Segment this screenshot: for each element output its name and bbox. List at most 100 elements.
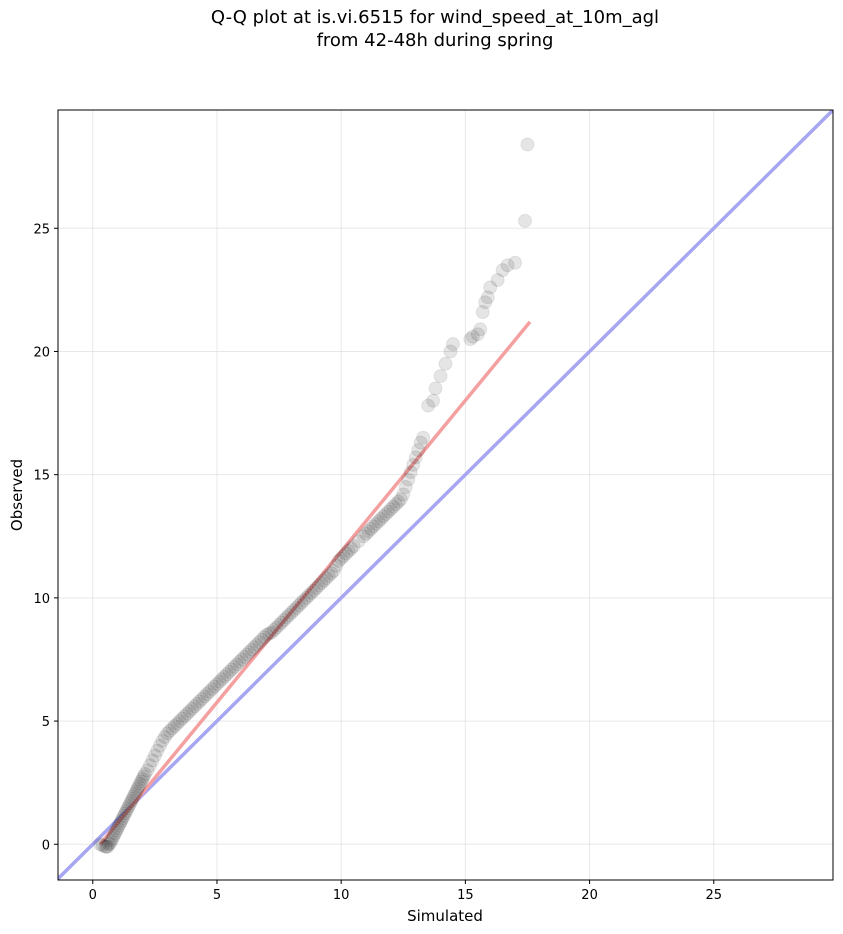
data-point bbox=[95, 838, 110, 853]
chart-title-line-2: from 42-48h during spring bbox=[316, 30, 554, 51]
data-point bbox=[247, 640, 262, 655]
data-point bbox=[119, 804, 134, 819]
data-point bbox=[359, 526, 374, 541]
data-point bbox=[329, 558, 344, 573]
data-point bbox=[314, 576, 329, 591]
data-point bbox=[100, 839, 115, 854]
data-point bbox=[361, 524, 376, 539]
data-point bbox=[376, 509, 391, 524]
data-point bbox=[104, 833, 119, 848]
data-point bbox=[136, 769, 151, 784]
data-point bbox=[214, 672, 229, 687]
data-point bbox=[470, 327, 485, 342]
data-point bbox=[200, 686, 215, 701]
y-tick-label: 15 bbox=[33, 469, 50, 484]
data-point bbox=[299, 590, 314, 605]
data-point bbox=[304, 585, 319, 600]
data-point bbox=[406, 457, 421, 472]
data-point bbox=[289, 600, 304, 615]
data-point bbox=[120, 801, 135, 816]
data-point bbox=[254, 632, 269, 647]
data-point bbox=[277, 613, 292, 628]
data-point bbox=[147, 748, 162, 763]
data-point bbox=[269, 620, 284, 635]
data-point bbox=[167, 719, 182, 733]
data-point bbox=[111, 818, 126, 833]
data-point bbox=[336, 548, 351, 563]
data-point bbox=[465, 329, 480, 344]
data-point bbox=[172, 714, 187, 729]
data-point bbox=[398, 479, 413, 494]
data-point bbox=[140, 763, 155, 778]
data-point bbox=[150, 743, 165, 758]
data-point bbox=[109, 823, 124, 838]
data-point bbox=[259, 627, 274, 642]
data-point bbox=[316, 573, 331, 588]
data-point bbox=[145, 753, 160, 768]
data-point bbox=[121, 799, 136, 814]
data-point bbox=[137, 767, 152, 782]
data-point bbox=[209, 677, 224, 692]
plot-frame bbox=[57, 109, 834, 881]
data-point bbox=[346, 539, 361, 554]
chart-title: Q-Q plot at is.vi.6515 for wind_speed_at… bbox=[0, 6, 843, 52]
data-point bbox=[403, 465, 418, 480]
data-point bbox=[105, 831, 120, 846]
data-point bbox=[180, 706, 195, 721]
x-axis-label: Simulated bbox=[407, 907, 483, 925]
data-point bbox=[249, 637, 264, 652]
data-point bbox=[142, 758, 157, 773]
data-point bbox=[98, 839, 113, 854]
data-point bbox=[344, 541, 359, 556]
data-point bbox=[237, 650, 252, 665]
data-point bbox=[108, 826, 123, 841]
data-point bbox=[157, 730, 172, 745]
data-point bbox=[411, 443, 426, 458]
data-point bbox=[351, 534, 366, 549]
data-point bbox=[517, 213, 532, 228]
chart-title-line-1: Q-Q plot at is.vi.6515 for wind_speed_at… bbox=[210, 7, 660, 28]
data-point bbox=[195, 691, 210, 706]
data-point bbox=[116, 808, 131, 823]
data-point bbox=[371, 514, 386, 529]
data-point bbox=[126, 789, 141, 804]
data-point bbox=[177, 709, 192, 724]
data-point bbox=[110, 821, 125, 836]
y-tick-label: 20 bbox=[33, 345, 50, 360]
data-point bbox=[123, 796, 138, 811]
data-point bbox=[130, 781, 145, 796]
data-point bbox=[331, 553, 346, 568]
data-point bbox=[490, 273, 505, 288]
identity-line bbox=[58, 110, 833, 880]
data-point bbox=[129, 784, 144, 799]
data-point bbox=[373, 512, 388, 527]
data-point bbox=[232, 654, 247, 669]
data-point bbox=[339, 546, 354, 561]
data-point bbox=[155, 733, 170, 748]
data-point bbox=[383, 502, 398, 517]
x-tick-label: 20 bbox=[581, 888, 598, 903]
data-point bbox=[319, 571, 334, 586]
data-point bbox=[262, 626, 277, 641]
y-tick-label: 5 bbox=[42, 715, 50, 730]
data-point bbox=[187, 699, 202, 714]
data-point bbox=[475, 305, 490, 320]
data-point bbox=[257, 630, 272, 645]
grid-lines bbox=[58, 110, 833, 880]
fit-line bbox=[98, 320, 532, 846]
data-point bbox=[388, 497, 403, 512]
data-point bbox=[426, 393, 441, 408]
data-point bbox=[160, 726, 175, 741]
data-point bbox=[311, 578, 326, 593]
data-point bbox=[185, 701, 200, 716]
data-point bbox=[272, 617, 287, 632]
data-point bbox=[99, 839, 114, 854]
data-point bbox=[197, 689, 212, 704]
data-point bbox=[324, 566, 339, 581]
x-tick-label: 0 bbox=[89, 888, 97, 903]
data-point bbox=[301, 588, 316, 603]
data-point bbox=[274, 615, 289, 630]
x-tick-label: 10 bbox=[333, 888, 350, 903]
data-point bbox=[428, 381, 443, 396]
x-tick-label: 15 bbox=[457, 888, 474, 903]
